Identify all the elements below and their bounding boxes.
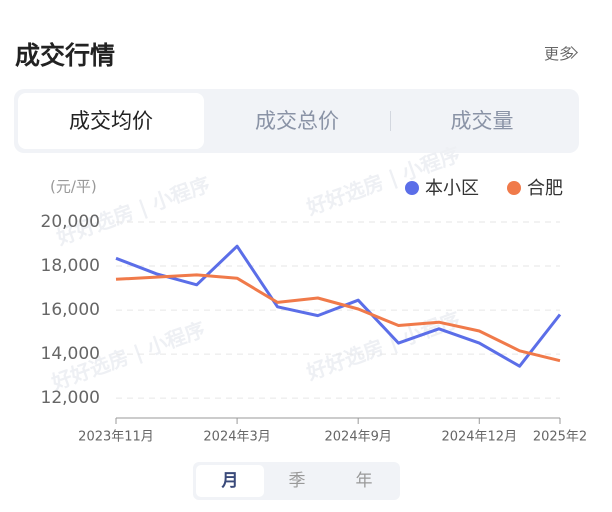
chart: (元/平) 好好选房 | 小程序 好好选房 | 小程序 好好选房 | 小程序 好… [41, 142, 588, 445]
unit-label: (元/平) [50, 178, 97, 196]
legend-marker [405, 181, 419, 195]
y-tick-label: 14,000 [41, 344, 100, 364]
tab[interactable]: 成交总价 [255, 109, 339, 133]
separator [390, 111, 391, 131]
period-tab[interactable]: 季 [288, 471, 306, 491]
metric-tabs: 成交均价 成交总价 成交量 [14, 89, 579, 153]
section-title: 成交行情 [15, 41, 116, 70]
series-line [115, 273, 561, 363]
legend-marker [507, 181, 521, 195]
more-link[interactable]: 更多 [543, 45, 574, 63]
legend-label: 合肥 [527, 178, 563, 199]
legend-label: 本小区 [425, 178, 479, 199]
y-tick-label: 18,000 [41, 256, 100, 276]
period-tabs: 月 季 年 [193, 462, 400, 500]
period-tab[interactable]: 月 [196, 465, 264, 497]
y-tick-label: 12,000 [41, 388, 100, 408]
y-tick-label: 16,000 [41, 300, 100, 320]
series-line [115, 244, 562, 368]
tab[interactable]: 成交量 [450, 109, 514, 133]
tab[interactable]: 成交均价 [18, 93, 204, 149]
period-tab[interactable]: 年 [355, 471, 373, 491]
x-tick-label: 2025年2 [533, 430, 587, 445]
y-tick-label: 20,000 [41, 212, 100, 232]
x-tick-label: 2024年9月 [325, 430, 392, 445]
x-tick-label: 2024年3月 [203, 430, 270, 445]
x-tick-label: 2023年11月 [78, 430, 154, 445]
x-tick-label: 2024年12月 [441, 430, 517, 445]
